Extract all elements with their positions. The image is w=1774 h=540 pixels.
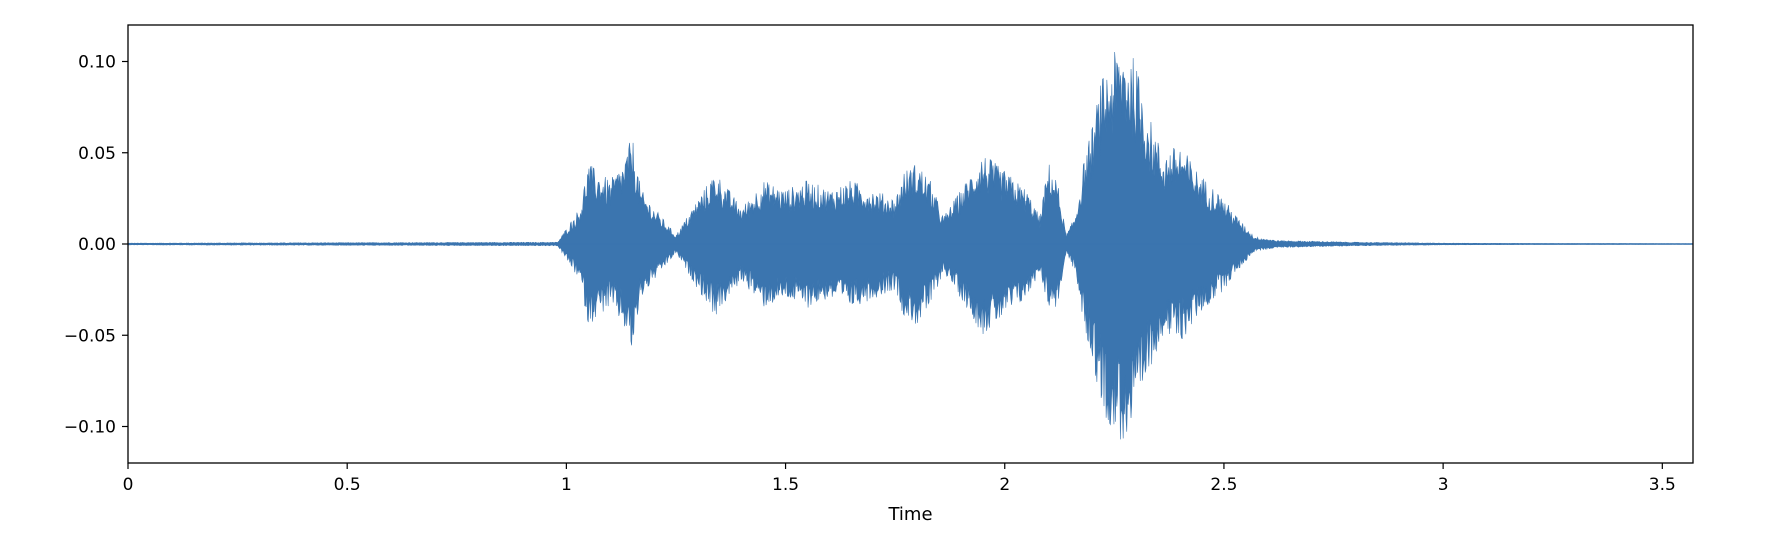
y-tick-label: 0.05 [78, 144, 116, 164]
x-tick-label: 2.5 [1210, 475, 1237, 495]
plot-frame [127, 24, 1694, 464]
x-tick-label: 2 [999, 475, 1010, 495]
x-tick-label: 0.5 [334, 475, 361, 495]
x-tick-label: 0 [123, 475, 134, 495]
y-tick-label: 0.10 [78, 53, 116, 73]
y-axis-ticks: 0.10 0.05 0.00 −0.05 −0.10 [64, 53, 128, 438]
x-axis-title: Time [887, 504, 932, 525]
x-tick-label: 3.5 [1649, 475, 1676, 495]
x-tick-label: 1 [561, 475, 572, 495]
y-tick-label: −0.05 [64, 326, 116, 346]
x-axis-ticks: 0 0.5 1 1.5 2 2.5 3 3.5 [123, 463, 1676, 495]
x-tick-label: 1.5 [772, 475, 799, 495]
x-tick-label: 3 [1438, 475, 1449, 495]
y-tick-label: 0.00 [78, 235, 116, 255]
y-tick-label: −0.10 [64, 418, 116, 438]
